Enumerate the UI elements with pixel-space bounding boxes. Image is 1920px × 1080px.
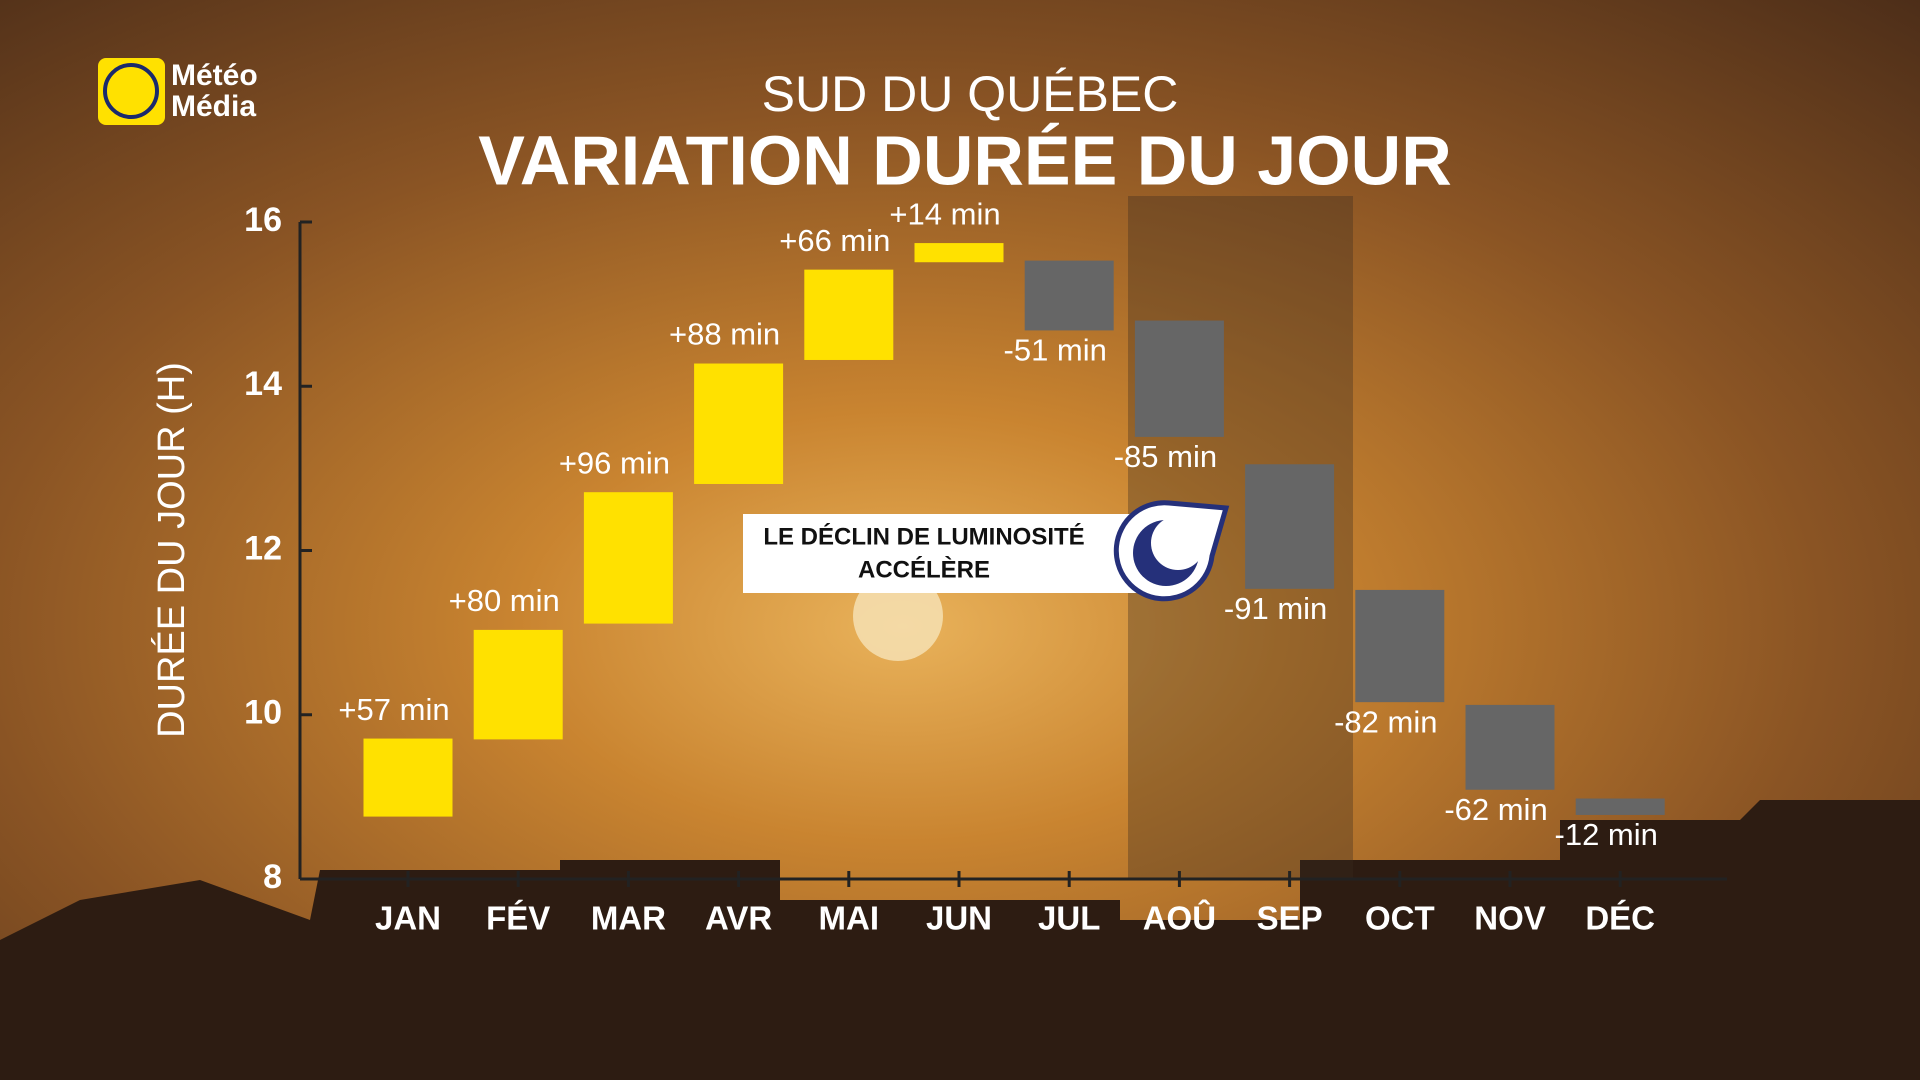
data-label: +96 min (559, 445, 670, 480)
x-tick-label: MAI (819, 900, 880, 937)
bar (1134, 320, 1224, 437)
annotation-text: LE DÉCLIN DE LUMINOSITÉ (763, 522, 1084, 550)
x-tick-label: FÉV (486, 900, 550, 937)
data-label: -85 min (1114, 439, 1217, 474)
sun (853, 571, 943, 661)
y-tick-label: 8 (263, 858, 282, 896)
data-label: +57 min (338, 692, 449, 727)
x-tick-label: NOV (1474, 900, 1546, 937)
x-tick-label: DÉC (1585, 900, 1655, 937)
annotation-text: ACCÉLÈRE (858, 555, 990, 583)
x-tick-label: SEP (1257, 900, 1323, 937)
x-tick-label: JAN (375, 900, 441, 937)
annotation-icon (1113, 500, 1230, 602)
bar (1245, 464, 1335, 589)
bar (583, 492, 673, 624)
data-label: -62 min (1444, 792, 1547, 827)
data-label: -91 min (1224, 591, 1327, 626)
x-tick-label: JUL (1038, 900, 1100, 937)
x-tick-label: AVR (705, 900, 772, 937)
logo-text: Média (171, 90, 256, 123)
bar (473, 629, 563, 740)
skyline (0, 800, 1920, 1080)
logo-text: Météo (171, 59, 258, 92)
annotation-box (743, 514, 1145, 593)
y-tick-label: 10 (244, 694, 282, 732)
bar (363, 738, 453, 817)
data-label: -51 min (1004, 333, 1107, 368)
bar (1024, 260, 1114, 331)
logo-icon (98, 58, 165, 125)
y-tick-label: 14 (244, 365, 282, 403)
bar (914, 243, 1004, 263)
x-tick-label: JUN (926, 900, 992, 937)
bar (1575, 798, 1665, 815)
x-tick-label: AOÛ (1143, 899, 1216, 937)
y-axis-label: DURÉE DU JOUR (H) (150, 362, 193, 738)
chart-subtitle: SUD DU QUÉBEC (762, 66, 1179, 122)
y-tick-label: 12 (244, 529, 282, 567)
chart-title: VARIATION DURÉE DU JOUR (478, 121, 1452, 199)
bar (804, 269, 894, 360)
bar (1355, 589, 1445, 703)
y-tick-label: 16 (244, 201, 282, 239)
bar (1465, 704, 1555, 790)
data-label: -12 min (1555, 817, 1658, 852)
x-tick-label: OCT (1365, 900, 1435, 937)
x-tick-label: MAR (591, 900, 666, 937)
data-label: -82 min (1334, 704, 1437, 739)
data-label: +80 min (449, 583, 560, 618)
data-label: +14 min (889, 196, 1000, 231)
bar (694, 363, 784, 484)
data-label: +88 min (669, 317, 780, 352)
logo-globe (103, 63, 159, 119)
data-label: +66 min (779, 223, 890, 258)
